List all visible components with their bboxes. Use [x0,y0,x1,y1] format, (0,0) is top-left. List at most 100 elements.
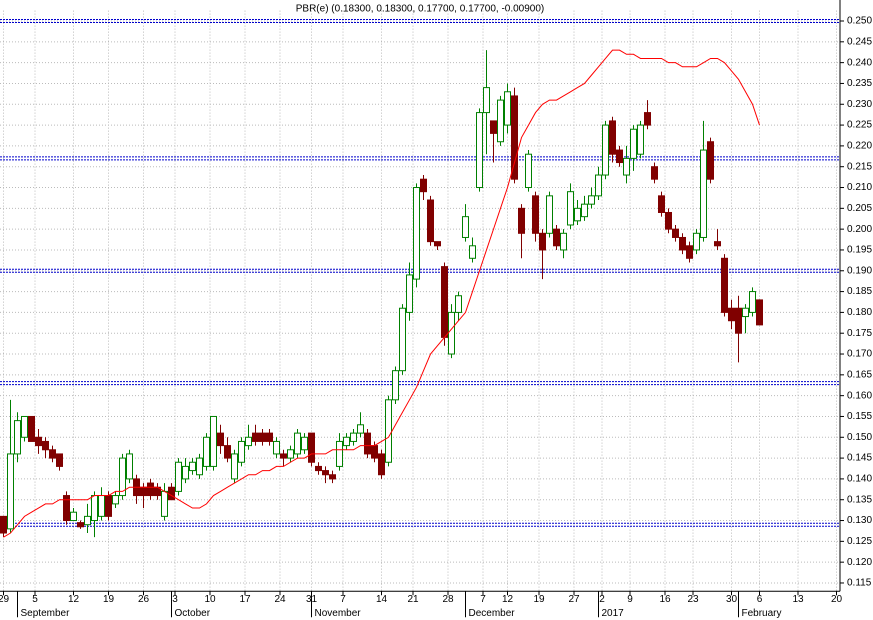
y-tick-label: 0.225 [847,120,872,131]
candle-body [518,207,525,234]
candle-body [434,241,441,247]
candle-body [175,461,182,492]
candle-body [77,522,84,528]
x-tick-label: 24 [274,594,286,605]
candle-body [756,299,763,326]
candle-body [392,370,399,401]
candle-body [63,495,70,522]
candle-body [539,232,546,251]
candle-body [21,415,28,438]
y-tick-label: 0.185 [847,286,872,297]
candle-body [420,178,427,193]
candle-body [623,157,630,176]
candle-body [490,120,497,134]
x-tick-label: 17 [239,594,251,605]
candle-body [7,453,14,530]
candle-body [126,453,133,480]
candle-body [455,295,462,313]
candle-body [245,436,252,447]
x-tick-label: 7 [340,594,346,605]
candle-body [147,482,154,497]
y-tick-label: 0.205 [847,203,872,214]
candle-body [560,232,567,251]
y-tick-label: 0.130 [847,515,872,526]
candle-body [315,465,322,472]
y-tick-label: 0.165 [847,369,872,380]
candle-body [119,457,126,497]
candle-body [259,432,266,442]
candle-body [399,307,406,372]
candle-body [406,274,413,313]
candle-body [336,440,343,467]
x-tick-label: 3 [172,594,178,605]
candle-body [105,495,112,517]
month-label: November [315,608,362,619]
x-tick-label: 23 [687,594,699,605]
y-tick-label: 0.175 [847,328,872,339]
x-tick-label: 12 [502,594,514,605]
candle-body [196,457,203,476]
candle-body [294,432,301,455]
y-tick-label: 0.195 [847,245,872,256]
candle-body [322,470,329,476]
candle-body [49,449,56,459]
candle-body [42,440,49,451]
y-tick-label: 0.120 [847,557,872,568]
candle-body [658,195,665,213]
y-tick-label: 0.210 [847,182,872,193]
y-tick-label: 0.235 [847,78,872,89]
y-tick-label: 0.250 [847,16,872,27]
month-label: February [742,608,782,619]
candle-body [35,436,42,447]
candle-body [0,515,7,534]
candle-body [714,241,721,247]
y-tick-label: 0.180 [847,307,872,318]
candle-body [609,120,616,155]
candle-body [679,236,686,251]
candle-body [210,415,217,467]
y-tick-label: 0.190 [847,265,872,276]
x-tick-label: 29 [0,594,9,605]
candle-body [28,415,35,442]
month-label: December [469,608,516,619]
x-tick-label: 19 [103,594,115,605]
candle-body [511,95,518,180]
moving-average [3,49,760,538]
y-tick-label: 0.135 [847,494,872,505]
y-tick-label: 0.125 [847,536,872,547]
candle-body [707,141,714,180]
x-tick-label: 27 [568,594,580,605]
candle-body [504,91,511,126]
candle-body [553,228,560,247]
candle-body [581,203,588,218]
y-tick-label: 0.245 [847,36,872,47]
y-tick-label: 0.150 [847,432,872,443]
candle-body [266,432,273,442]
candle-body [343,436,350,447]
y-tick-label: 0.200 [847,224,872,235]
candle-body [112,495,119,505]
candle-body [637,124,644,155]
x-tick-label: 6 [757,594,763,605]
candle-body [14,420,21,455]
x-tick-label: 16 [659,594,671,605]
x-tick-label: 28 [442,594,454,605]
y-tick-label: 0.140 [847,474,872,485]
candle-body [385,399,392,463]
candle-body [91,495,98,522]
month-label: September [21,608,71,619]
candle-body [70,511,77,522]
y-tick-label: 0.115 [847,578,872,589]
x-tick-label: 12 [68,594,80,605]
y-tick-label: 0.170 [847,349,872,360]
candle-body [448,311,455,355]
candle-body [742,307,749,318]
candle-body [371,445,378,459]
candle-body [182,465,189,480]
candle-body [665,211,672,230]
y-tick-label: 0.220 [847,141,872,152]
candle-body [532,195,539,234]
candle-body [301,436,308,451]
candle-body [357,424,364,434]
candle-body [651,166,658,180]
